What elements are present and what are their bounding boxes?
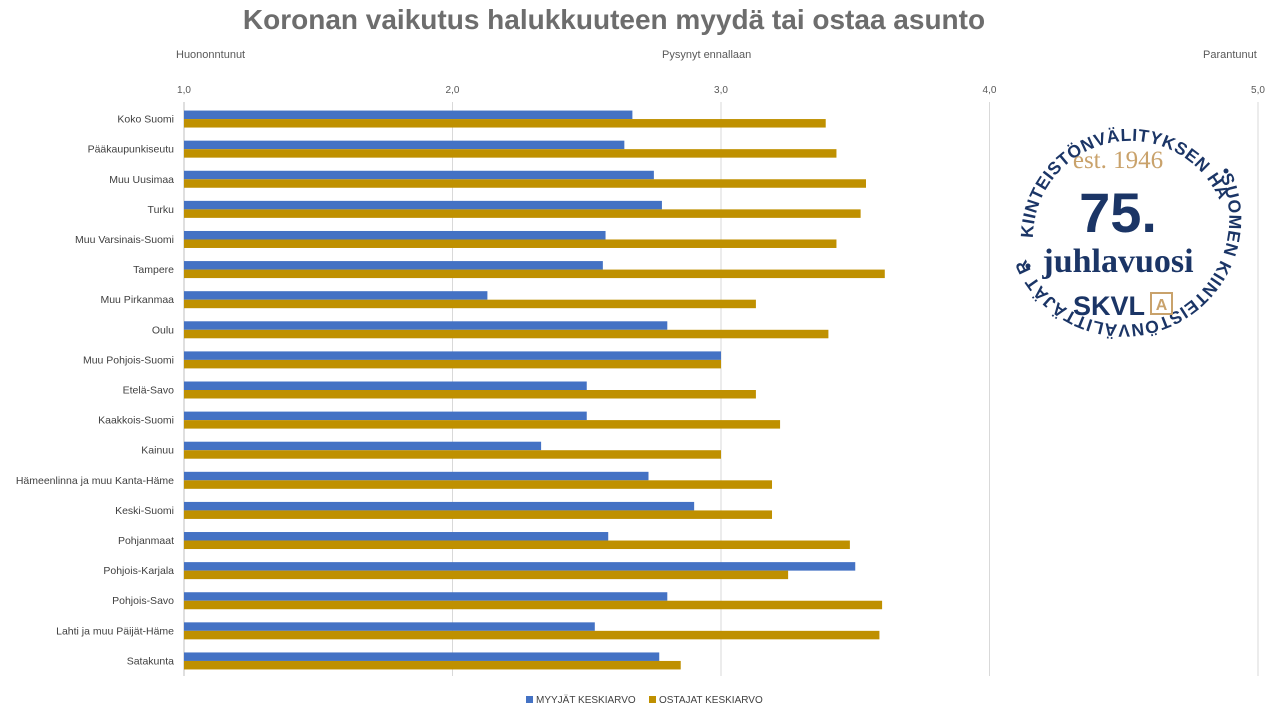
legend: MYYJÄT KESKIARVO OSTAJAT KESKIARVO — [526, 694, 763, 706]
bar-sellers — [184, 532, 609, 541]
scale-anchor-left: Huononntunut — [176, 49, 246, 61]
category-label: Oulu — [152, 324, 174, 336]
category-label: Tampere — [133, 264, 174, 276]
bar-sellers — [184, 170, 654, 180]
category-label: Kaakkois-Suomi — [98, 415, 174, 427]
category-label: Muu Uusimaa — [109, 174, 174, 186]
bar-buyers — [184, 630, 880, 640]
category-label: Muu Pohjois-Suomi — [83, 354, 174, 366]
bar-sellers — [184, 471, 649, 481]
logo-word: juhlavuosi — [1041, 243, 1193, 280]
legend-swatch-buyers — [649, 696, 656, 703]
bar-sellers — [184, 501, 695, 511]
legend-label-sellers: MYYJÄT KESKIARVO — [536, 694, 636, 706]
bar-sellers — [184, 622, 595, 631]
category-label: Satakunta — [127, 655, 174, 667]
x-axis-ticks: 1,0 2,0 3,0 4,0 5,0 — [177, 85, 1265, 96]
x-tick-label: 1,0 — [177, 85, 191, 96]
category-label: Etelä-Savo — [123, 385, 175, 397]
bar-sellers — [184, 140, 625, 150]
bar-sellers — [184, 110, 633, 120]
bar-sellers — [184, 261, 603, 270]
bar-buyers — [184, 480, 773, 489]
bar-buyers — [184, 299, 756, 309]
bar-sellers — [184, 441, 542, 451]
category-label: Lahti ja muu Päijät-Häme — [56, 625, 174, 637]
category-label: Kainuu — [141, 445, 174, 457]
bar-sellers — [184, 291, 488, 300]
bar-sellers — [184, 200, 662, 210]
bar-buyers — [184, 179, 866, 188]
logo-number: 75. — [1079, 181, 1157, 244]
logo-dot-left — [1025, 263, 1031, 269]
x-tick-label: 2,0 — [446, 85, 460, 96]
bar-sellers — [184, 592, 668, 601]
scale-anchor-middle: Pysynyt ennallaan — [662, 49, 752, 61]
bar-buyers — [184, 209, 861, 218]
category-label: Keski-Suomi — [115, 505, 174, 517]
bar-buyers — [184, 540, 850, 550]
bar-sellers — [184, 562, 856, 571]
bar-sellers — [184, 230, 606, 240]
category-label: Pohjois-Savo — [112, 595, 174, 607]
x-tick-label: 5,0 — [1251, 85, 1265, 96]
skvl-anniversary-logo: KIINTEISTÖNVÄLITYKSEN HALLITSIJA SUOMEN … — [995, 100, 1245, 341]
bar-sellers — [184, 321, 668, 330]
category-label: Turku — [148, 204, 175, 216]
category-label: Koko Suomi — [117, 114, 174, 126]
logo-brand: SKVL — [1073, 291, 1145, 321]
bar-buyers — [184, 660, 681, 670]
category-label: Pohjois-Karjala — [103, 565, 174, 577]
logo-brand-mark: A — [1156, 297, 1168, 314]
legend-label-buyers: OSTAJAT KESKIARVO — [659, 695, 763, 706]
category-label: Pohjanmaat — [118, 535, 174, 547]
bar-buyers — [184, 510, 773, 519]
bar-sellers — [184, 381, 587, 390]
bar-buyers — [184, 119, 826, 128]
bar-buyers — [184, 390, 756, 399]
scale-anchor-right: Parantunut — [1203, 49, 1257, 61]
logo-brand-mark-box — [1150, 292, 1173, 315]
category-label: Muu Pirkanmaa — [100, 294, 174, 306]
category-label: Muu Varsinais-Suomi — [75, 234, 174, 246]
bar-buyers — [184, 600, 883, 610]
chart-title: Koronan vaikutus halukkuuteen myydä tai … — [242, 4, 986, 35]
bar-buyers — [184, 359, 721, 369]
bar-buyers — [184, 420, 781, 429]
bar-sellers — [184, 411, 587, 421]
logo-dot-right — [1223, 168, 1229, 174]
x-tick-label: 4,0 — [983, 85, 997, 96]
bar-sellers — [184, 652, 660, 661]
bar-buyers — [184, 269, 885, 279]
legend-swatch-sellers — [526, 696, 533, 703]
bar-buyers — [184, 450, 721, 459]
bars — [184, 110, 885, 670]
bar-buyers — [184, 239, 837, 248]
bar-buyers — [184, 329, 829, 339]
category-label: Pääkaupunkiseutu — [88, 144, 175, 156]
category-label: Hämeenlinna ja muu Kanta-Häme — [16, 475, 174, 487]
category-axis: Koko Suomi Pääkaupunkiseutu Muu Uusimaa Tur… — [16, 114, 174, 668]
bar-buyers — [184, 570, 789, 580]
bar-buyers — [184, 149, 837, 158]
x-tick-label: 3,0 — [714, 85, 728, 96]
logo-est-text: est. 1946 — [1073, 147, 1163, 174]
bar-sellers — [184, 351, 721, 360]
